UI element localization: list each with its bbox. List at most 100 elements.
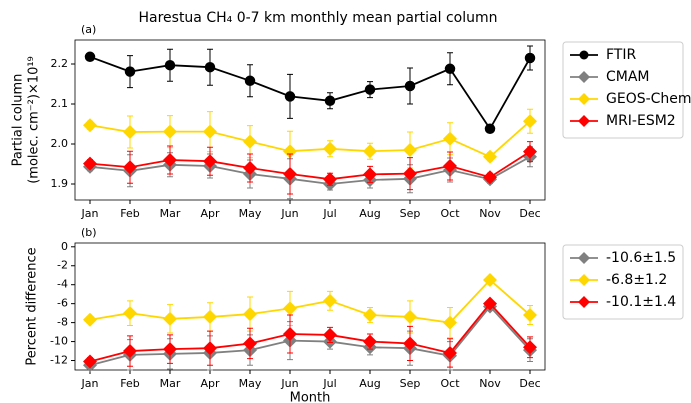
x-axis-label: Month <box>290 391 331 403</box>
data-point <box>364 84 376 95</box>
figure-title: Harestua CH₄ 0-7 km monthly mean partial… <box>138 10 497 26</box>
y-tick-label: 2.2 <box>51 57 69 70</box>
y-tick-label: -2 <box>57 259 68 272</box>
data-point <box>164 59 176 71</box>
data-point <box>283 167 297 181</box>
x-tick-label: Jun <box>280 207 298 220</box>
legend-marker <box>579 50 589 60</box>
x-tick-label: Jan <box>81 207 99 220</box>
series-line <box>89 150 531 181</box>
data-point <box>283 144 297 159</box>
y-tick-label: 1.9 <box>51 177 69 190</box>
data-point <box>403 143 417 157</box>
data-point <box>163 153 177 167</box>
data-point <box>283 326 297 341</box>
data-point <box>323 293 337 308</box>
data-point <box>523 114 537 129</box>
x-tick-label: Sep <box>400 207 421 220</box>
legend-label: FTIR <box>606 47 636 63</box>
legend-marker <box>578 71 590 83</box>
data-point <box>404 80 416 92</box>
data-point <box>363 144 377 159</box>
data-point <box>123 344 137 359</box>
data-point <box>124 66 136 77</box>
x-tick-label: Aug <box>359 207 380 220</box>
data-point <box>443 315 457 330</box>
y-axis-label: Percent difference <box>25 247 40 365</box>
data-point <box>403 166 417 181</box>
x-tick-label: Mar <box>160 207 181 220</box>
data-point <box>123 125 137 139</box>
data-point <box>243 307 257 322</box>
data-point <box>323 327 337 342</box>
legend-label: -6.8±1.2 <box>606 272 667 288</box>
data-point <box>283 301 297 316</box>
data-point <box>484 123 496 135</box>
x-tick-label: Sep <box>400 377 421 390</box>
legend-label: GEOS-Chem <box>606 91 691 107</box>
data-point <box>163 311 177 326</box>
series-line <box>89 156 531 185</box>
data-point <box>203 154 217 169</box>
legend-frame <box>562 244 684 320</box>
x-tick-label: Oct <box>440 207 460 220</box>
x-tick-label: Nov <box>479 377 501 390</box>
data-point <box>83 354 97 369</box>
data-point <box>83 156 97 171</box>
series-line <box>89 120 531 158</box>
legend-label: -10.6±1.5 <box>606 250 676 266</box>
data-point <box>323 172 337 187</box>
x-tick-label: Jul <box>322 377 336 390</box>
x-tick-label: Apr <box>200 207 220 220</box>
data-point <box>284 91 296 102</box>
legend-label: -10.1±1.4 <box>606 294 676 310</box>
data-point <box>163 124 177 139</box>
data-point <box>243 134 257 149</box>
plot-frame <box>74 242 546 371</box>
y-axis-label: Partial column <box>11 74 26 167</box>
legend-frame <box>562 41 684 139</box>
legend-label: CMAM <box>606 69 650 85</box>
data-point <box>84 51 96 63</box>
plot-frame <box>74 39 546 201</box>
x-tick-label: Mar <box>160 377 181 390</box>
data-point <box>163 342 177 357</box>
data-point <box>203 309 217 324</box>
y-tick-label: 0 <box>61 240 68 253</box>
legend-marker <box>578 252 590 264</box>
data-point <box>363 334 377 349</box>
data-point <box>443 345 457 360</box>
data-point <box>204 61 216 73</box>
data-point <box>243 336 257 351</box>
legend-marker <box>578 296 590 308</box>
data-point <box>444 63 456 75</box>
y-axis-label: (molec. cm⁻²)×10¹⁹ <box>27 56 42 184</box>
x-tick-label: Nov <box>479 207 501 220</box>
x-tick-label: Feb <box>120 377 139 390</box>
data-point <box>83 118 97 133</box>
series-line <box>89 55 531 131</box>
y-tick-label: 2.1 <box>51 97 69 110</box>
data-point <box>324 95 336 107</box>
data-point <box>524 52 536 64</box>
data-point <box>443 159 457 173</box>
x-tick-label: Apr <box>200 377 220 390</box>
data-point <box>483 149 497 164</box>
data-point <box>323 141 337 156</box>
data-point <box>83 312 97 327</box>
y-tick-label: -4 <box>57 278 68 291</box>
x-tick-label: Jun <box>280 377 298 390</box>
data-point <box>363 167 377 182</box>
data-point <box>483 272 497 287</box>
y-tick-label: -10 <box>50 335 68 348</box>
y-tick-label: 2.0 <box>51 137 69 150</box>
data-point <box>443 131 457 146</box>
panel-label: (b) <box>81 226 97 239</box>
legend-marker <box>578 274 590 286</box>
x-tick-label: Jul <box>322 207 336 220</box>
data-point <box>523 308 537 323</box>
x-tick-label: Jan <box>81 377 99 390</box>
series-line <box>89 278 531 324</box>
data-point <box>243 161 257 175</box>
y-tick-label: -8 <box>57 316 68 329</box>
